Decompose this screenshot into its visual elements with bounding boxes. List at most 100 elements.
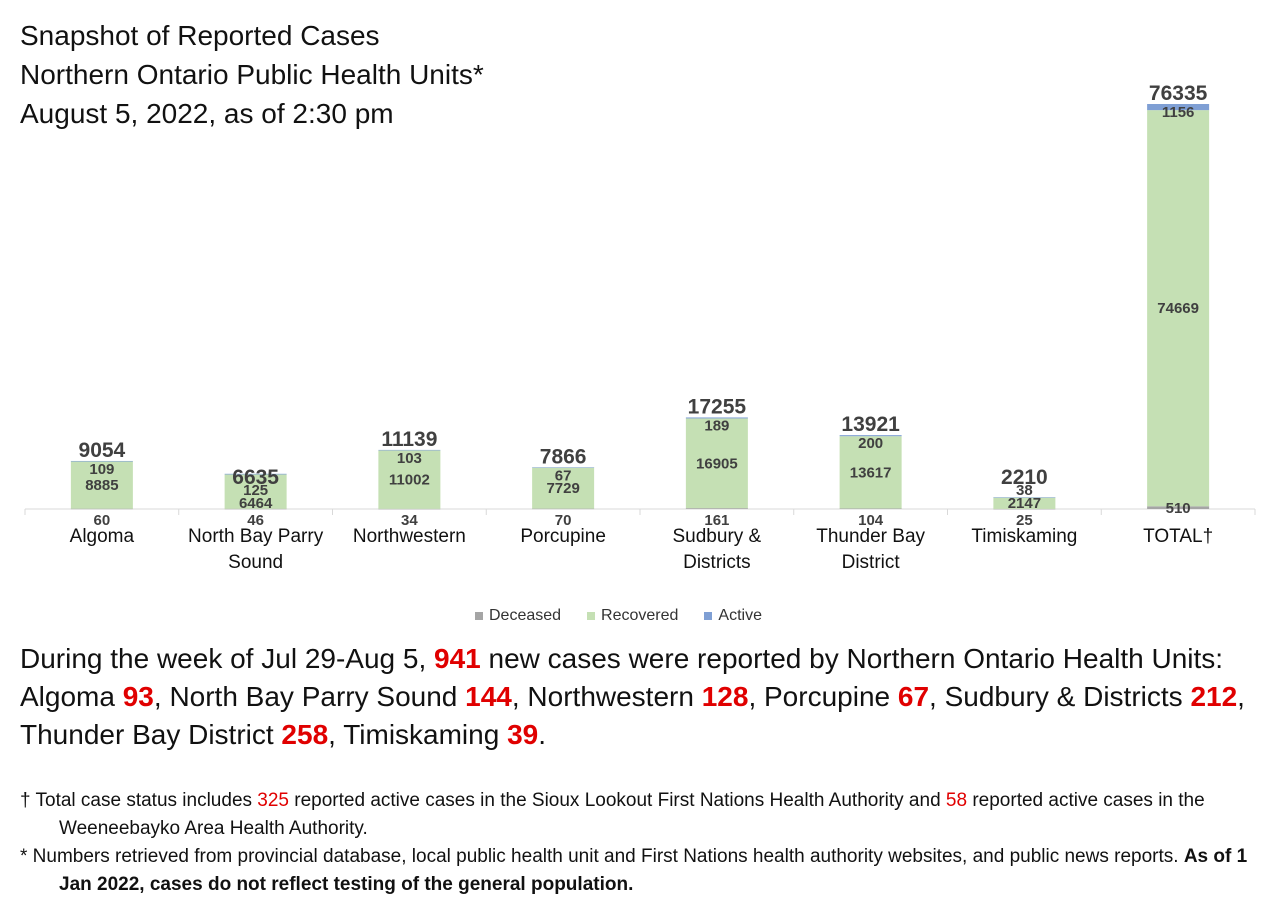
footnote-dagger-num2: 58: [945, 790, 968, 811]
bar-segment-recovered: [839, 436, 902, 509]
x-tick-label: North Bay Parry: [188, 526, 324, 547]
data-label-recovered: 8885: [85, 477, 118, 494]
footnotes: † Total case status includes 325 reporte…: [20, 787, 1270, 899]
bar-segment-active: [685, 417, 748, 419]
bar-segment-active: [1147, 104, 1210, 111]
summary-total-new: 941: [434, 643, 481, 674]
data-label-deceased: 161: [704, 512, 729, 529]
data-label-deceased: 25: [1016, 512, 1033, 529]
data-label-recovered: 6464: [239, 495, 273, 512]
legend-label-active: Active: [718, 607, 762, 624]
legend-label-deceased: Deceased: [489, 607, 562, 624]
footnote-star: * Numbers retrieved from provincial data…: [20, 843, 1270, 899]
data-label-recovered: 13617: [850, 464, 892, 481]
footnote-dagger-num1: 325: [257, 790, 289, 811]
bar-segment-active: [993, 497, 1056, 498]
bar-segment-recovered: [224, 474, 287, 509]
data-label-recovered: 74669: [1157, 300, 1199, 317]
x-tick-label: Porcupine: [520, 526, 606, 547]
bar-segment-active: [224, 473, 287, 475]
summary-unit-value: 67: [897, 681, 930, 712]
data-label-deceased: 510: [1166, 500, 1191, 517]
data-label-total: 7866: [540, 445, 587, 468]
data-label-total: 11139: [381, 428, 437, 451]
x-tick-label: Sound: [228, 552, 283, 573]
data-label-total: 2210: [1001, 466, 1048, 489]
bar-segment-active: [378, 449, 441, 451]
data-label-recovered: 7729: [546, 480, 579, 497]
footnote-dagger-part3: reported active cases in the Weeneebayko…: [59, 790, 1205, 839]
data-label-deceased: 60: [94, 512, 111, 529]
data-label-deceased: 104: [858, 512, 884, 529]
data-label-active: 189: [704, 417, 729, 434]
data-label-active: 109: [89, 461, 114, 478]
title-line-2: Northern Ontario Public Health Units*: [20, 59, 484, 90]
data-label-recovered: 11002: [389, 472, 430, 489]
summary-sep: .: [538, 719, 547, 750]
summary-unit-value: 258: [281, 719, 329, 750]
summary-unit-value: 39: [507, 719, 539, 750]
footnote-dagger: † Total case status includes 325 reporte…: [20, 787, 1270, 843]
legend-label-recovered: Recovered: [601, 607, 679, 624]
bar-segment-deceased: [685, 508, 748, 509]
x-tick-label: TOTAL†: [1143, 526, 1213, 547]
summary-sep: ,: [1237, 681, 1245, 712]
bar-segment-deceased: [378, 508, 441, 510]
x-tick-label: Algoma: [70, 526, 135, 547]
chart-legend: Deceased Recovered Active: [475, 607, 762, 625]
data-label-active: 67: [555, 467, 572, 484]
data-label-total: 6635: [232, 466, 279, 489]
x-tick-label: Sudbury &: [673, 526, 762, 547]
bar-segment-deceased: [70, 508, 133, 510]
data-label-active: 38: [1016, 482, 1033, 499]
bar-segment-deceased: [993, 508, 1056, 510]
summary-sep: ,: [748, 681, 764, 712]
bar-segment-recovered: [378, 450, 441, 509]
title-line-1: Snapshot of Reported Cases: [20, 20, 380, 51]
summary-unit-name: Timiskaming: [343, 719, 508, 750]
bar-segment-deceased: [1147, 506, 1210, 509]
summary-unit-value: 144: [465, 681, 512, 712]
bar-segment-deceased: [839, 508, 902, 509]
footnote-star-part1: * Numbers retrieved from provincial data…: [20, 846, 1184, 867]
legend-swatch-active: [704, 612, 713, 620]
summary-after-total: new cases were reported by Northern Onta…: [480, 643, 1224, 674]
data-label-total: 9054: [79, 439, 126, 462]
data-label-deceased: 46: [247, 512, 264, 529]
bar-segment-recovered: [1147, 110, 1210, 507]
summary-unit-name: Sudbury & Districts: [944, 681, 1191, 712]
summary-unit-name: North Bay Parry Sound: [169, 681, 466, 712]
summary-sep: ,: [153, 681, 170, 712]
legend-swatch-deceased: [475, 612, 483, 620]
footnote-dagger-part2: reported active cases in the Sioux Looko…: [289, 790, 946, 811]
bar-segment-deceased: [532, 508, 595, 510]
summary-unit-value: 93: [122, 681, 154, 712]
summary-unit-name: Algoma: [20, 681, 123, 712]
legend-item-recovered: Recovered: [587, 607, 678, 625]
data-label-recovered: 2147: [1008, 495, 1041, 512]
data-label-deceased: 70: [555, 512, 572, 529]
bar-segment-active: [70, 460, 133, 462]
summary-sep: ,: [328, 719, 344, 750]
footnote-star-bold: As of 1 Jan 2022, cases do not reflect t…: [59, 846, 1248, 895]
summary-sep: ,: [511, 681, 528, 712]
bar-segment-recovered: [993, 497, 1056, 509]
chart-title: Snapshot of Reported Cases Northern Onta…: [20, 16, 484, 133]
data-label-recovered: 16905: [696, 455, 738, 472]
summary-intro: During the week of Jul 29-Aug 5,: [20, 643, 435, 674]
data-label-active: 1156: [1162, 104, 1195, 121]
bar-segment-active: [532, 467, 595, 468]
data-label-active: 103: [397, 450, 422, 467]
data-label-total: 76335: [1149, 82, 1208, 105]
bar-segment-deceased: [224, 508, 287, 510]
footnote-dagger-part1: † Total case status includes: [20, 790, 258, 811]
x-tick-label: Thunder Bay: [816, 526, 925, 547]
data-label-total: 17255: [688, 395, 747, 418]
x-tick-label: Timiskaming: [971, 526, 1077, 547]
legend-item-deceased: Deceased: [475, 607, 561, 625]
x-tick-label: Districts: [683, 552, 751, 573]
x-tick-label: District: [842, 552, 901, 573]
summary-unit-value: 128: [701, 681, 749, 712]
summary-unit-name: Northwestern: [527, 681, 702, 712]
